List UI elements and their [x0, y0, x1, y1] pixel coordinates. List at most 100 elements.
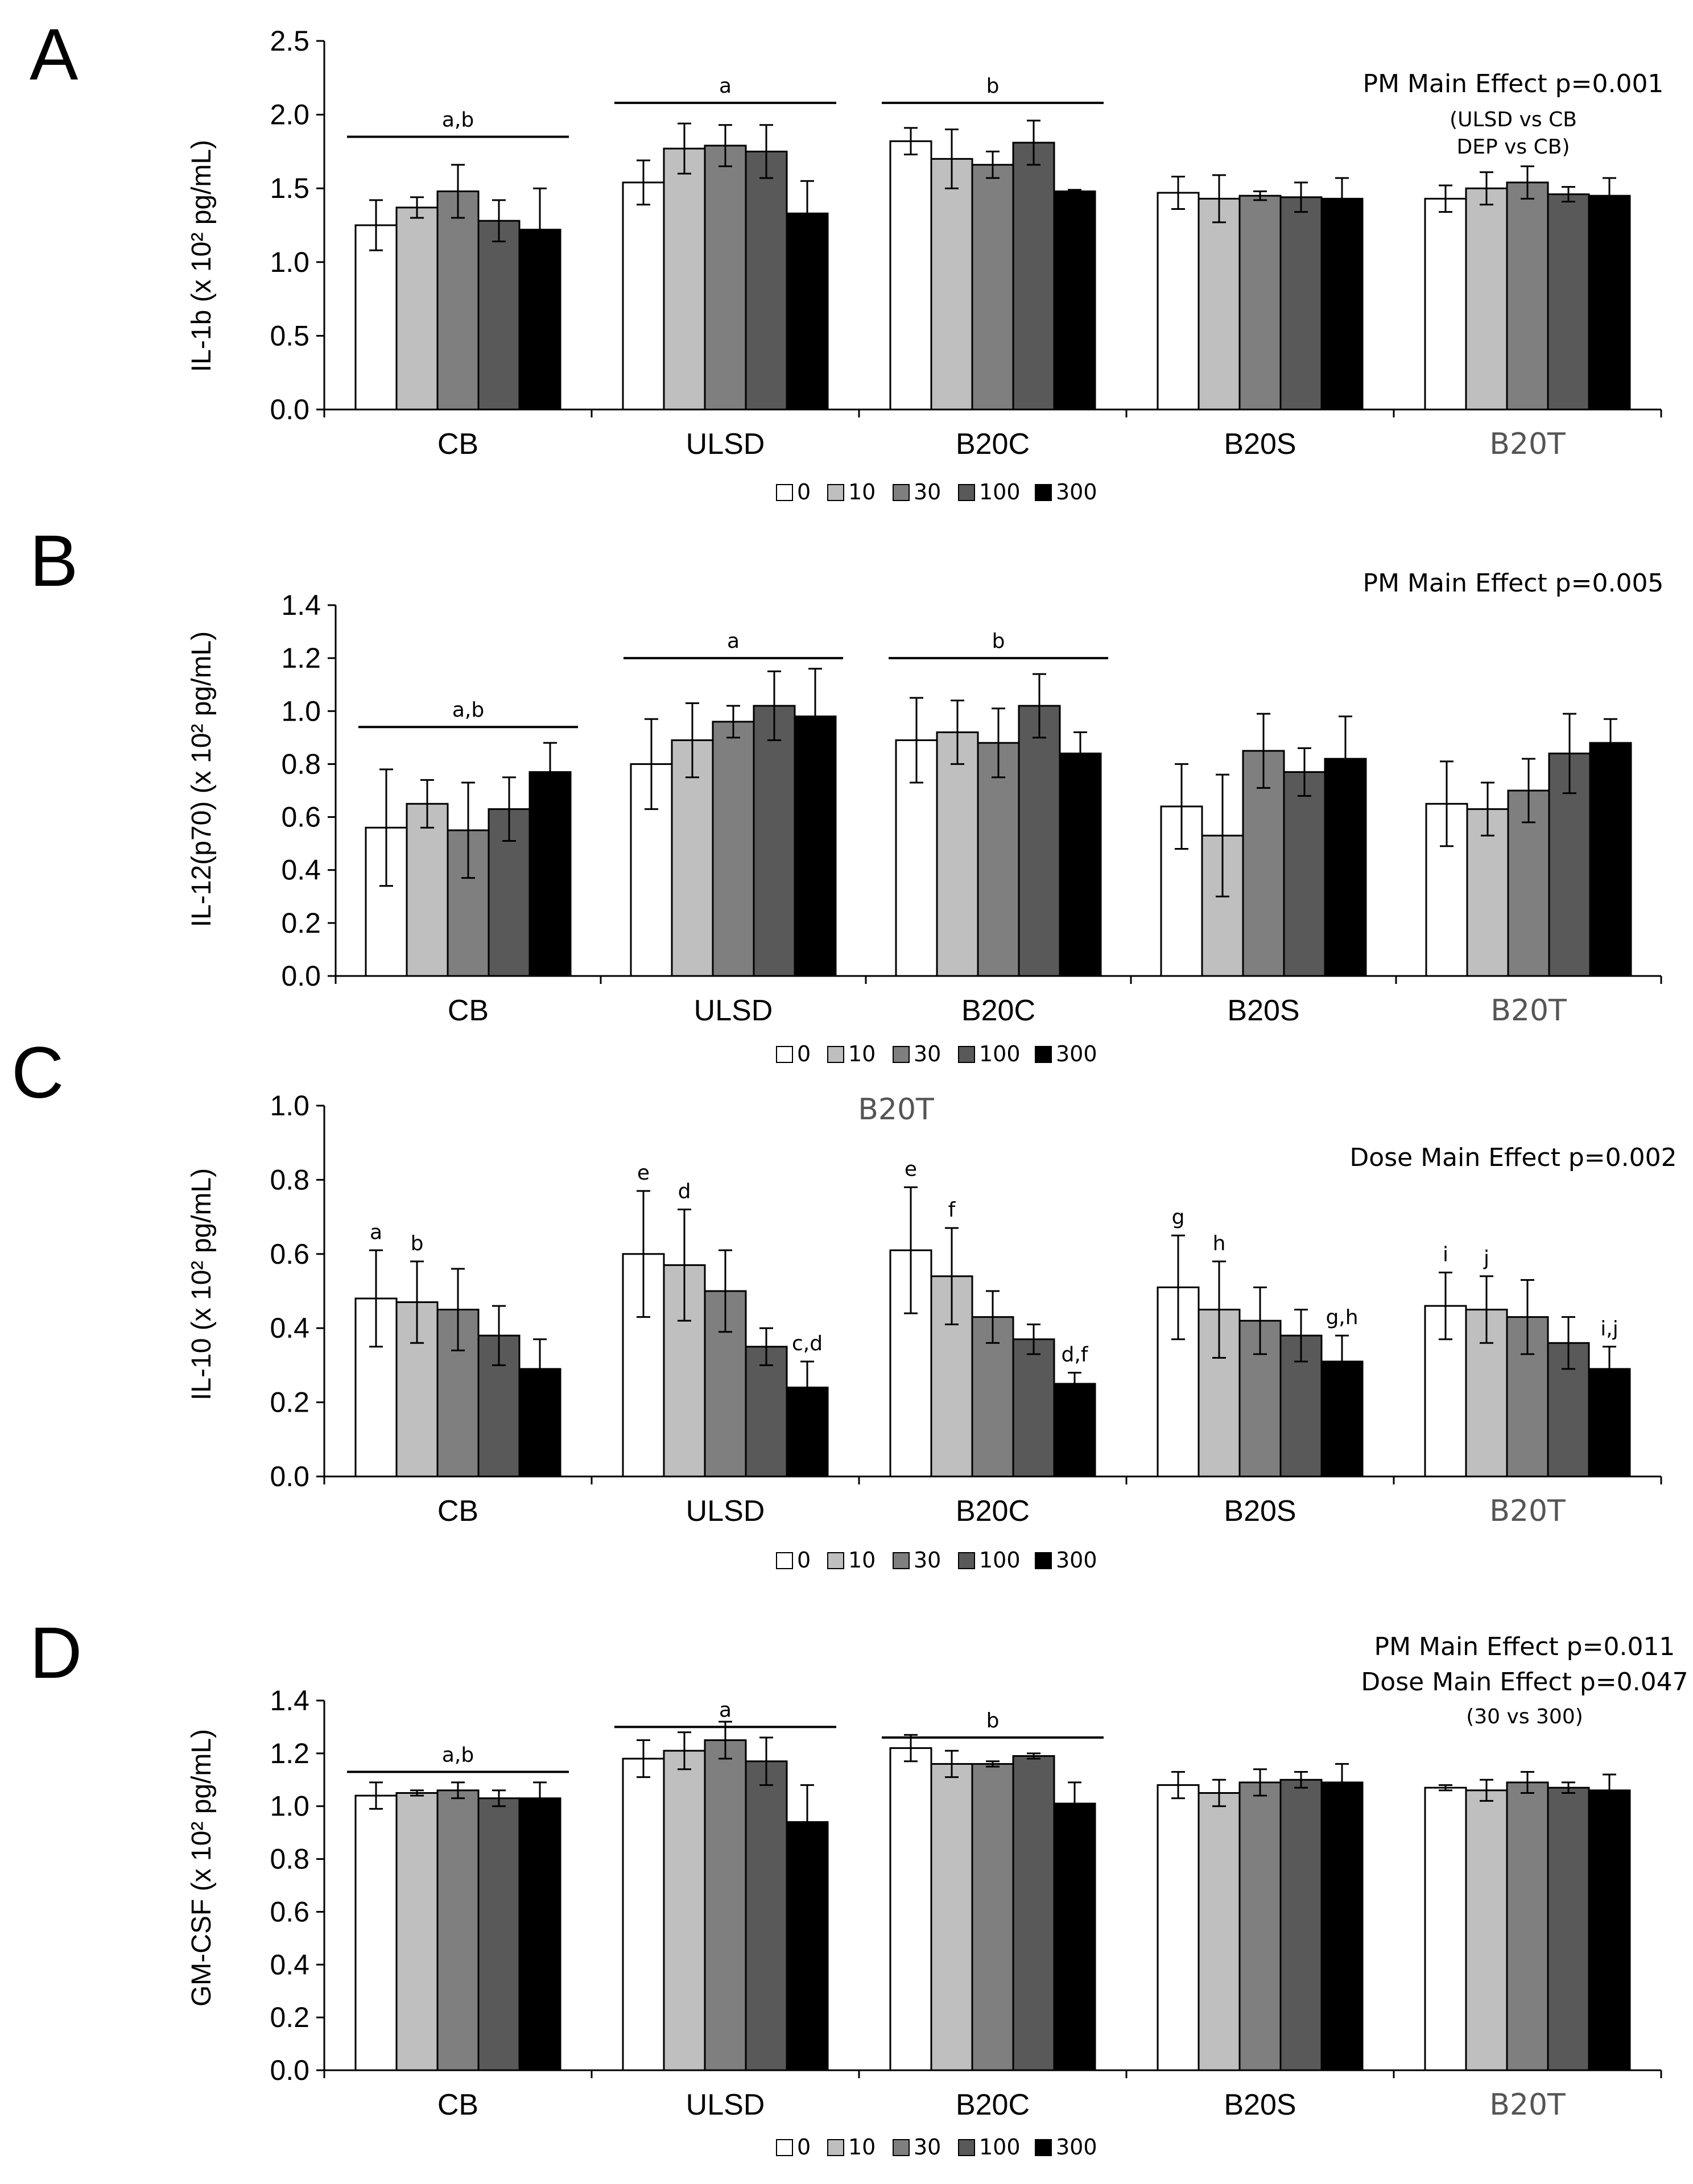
bar-cb-dose-100 — [477, 1797, 521, 2071]
significance-letter: e — [905, 1157, 917, 1181]
significance-letter: c,d — [792, 1332, 823, 1355]
legend-swatch-30 — [893, 2139, 910, 2156]
legend-swatch-0 — [776, 1552, 793, 1569]
legend-label-100: 100 — [979, 1548, 1021, 1573]
legend-swatch-300 — [1035, 1046, 1052, 1063]
panel-a: A IL-1b (x 10² pg/mL) PM Main Effect p=0… — [30, 14, 1663, 504]
legend-swatch-300 — [1035, 1552, 1052, 1569]
y-axis-label: IL-10 (x 10² pg/mL) — [187, 1168, 217, 1400]
significance-label: b — [992, 630, 1005, 653]
y-tick-label: 0.4 — [270, 1312, 309, 1344]
significance-letter: a — [370, 1221, 382, 1244]
stray-category-label: B20T — [858, 1093, 934, 1127]
y-tick-label: 1.0 — [270, 1090, 309, 1122]
significance-label: b — [986, 1709, 1000, 1732]
bar-b20s-dose-300 — [1320, 1360, 1364, 1478]
y-tick-label: 0.4 — [270, 1949, 309, 1980]
legend-swatch-30 — [893, 1046, 910, 1063]
significance-label: a — [719, 1698, 732, 1722]
legend-swatch-0 — [776, 1046, 793, 1063]
bar-b20t-dose-30 — [1506, 181, 1549, 411]
bar-ulsd-dose-10 — [663, 147, 706, 411]
bar-b20c-dose-300 — [1053, 1383, 1096, 1478]
legend-swatch-0 — [776, 484, 793, 501]
bar-ulsd-dose-10 — [663, 1749, 706, 2071]
bar-ulsd-dose-100 — [745, 1760, 788, 2071]
y-tick-label: 1.2 — [281, 642, 321, 674]
bar-b20s-dose-300 — [1320, 1781, 1364, 2071]
bar-cb-dose-10 — [395, 1792, 439, 2071]
y-tick-label: 1.0 — [270, 1790, 309, 1822]
significance-label: a,b — [452, 698, 484, 722]
bar-ulsd-dose-0 — [622, 181, 665, 411]
bar-b20c-dose-300 — [1053, 1802, 1096, 2071]
panel-b: B IL-12(p70) (x 10² pg/mL) PM Main Effec… — [30, 520, 1663, 1066]
annotation-contrast-1: (ULSD vs CB — [1450, 108, 1577, 131]
significance-letter: d — [678, 1180, 691, 1203]
bar-b20s-dose-0 — [1157, 192, 1200, 411]
x-tick-label-b20s: B20S — [1224, 428, 1296, 461]
x-tick-label-b20t: B20T — [1490, 994, 1567, 1028]
legend-swatch-30 — [893, 484, 910, 501]
y-tick-label: 0.8 — [270, 1843, 309, 1875]
x-tick-label-b20c: B20C — [956, 428, 1030, 461]
bar-b20t-dose-300 — [1589, 742, 1632, 977]
y-tick-label: 0.8 — [270, 1164, 309, 1196]
annotation-main-effect: PM Main Effect p=0.005 — [1363, 569, 1664, 598]
bar-b20s-dose-100 — [1279, 196, 1323, 411]
legend-label-300: 300 — [1056, 1548, 1097, 1573]
bar-b20s-dose-0 — [1157, 1784, 1200, 2071]
bar-b20s-dose-10 — [1198, 197, 1241, 411]
annotation-main-effect: PM Main Effect p=0.001 — [1363, 69, 1664, 98]
bar-b20s-dose-30 — [1238, 1781, 1282, 2071]
annotation-main-effect-2: Dose Main Effect p=0.047 — [1361, 1668, 1688, 1697]
bar-b20t-dose-100 — [1547, 1786, 1590, 2071]
y-tick-label: 0.0 — [270, 2054, 309, 2086]
bar-b20c-dose-300 — [1053, 190, 1096, 411]
significance-letter: j — [1483, 1247, 1489, 1270]
bar-b20c-dose-0 — [889, 1747, 932, 2071]
legend-label-100: 100 — [979, 1041, 1021, 1066]
legend-label-0: 0 — [797, 479, 811, 504]
bar-b20t-dose-100 — [1547, 193, 1590, 411]
y-axis-label: GM-CSF (x 10² pg/mL) — [187, 1729, 217, 2007]
legend-label-30: 30 — [914, 1548, 941, 1573]
y-tick-label: 0.2 — [281, 907, 321, 939]
y-tick-label: 0.0 — [270, 1461, 309, 1492]
annotation-contrast-2: DEP vs CB) — [1456, 135, 1570, 159]
bar-ulsd-dose-100 — [745, 1346, 788, 1478]
legend-label-30: 30 — [914, 1041, 941, 1066]
legend-swatch-10 — [827, 1046, 844, 1063]
legend-swatch-100 — [958, 1046, 975, 1063]
bar-ulsd-dose-30 — [704, 1739, 747, 2071]
x-tick-label-b20s: B20S — [1224, 1495, 1296, 1528]
bar-b20t-dose-30 — [1506, 1781, 1549, 2071]
y-tick-label: 1.5 — [270, 172, 309, 204]
bar-cb-dose-10 — [406, 803, 449, 977]
significance-letter: g — [1172, 1206, 1185, 1229]
bar-b20c-dose-30 — [971, 164, 1014, 411]
annotation-contrast: (30 vs 300) — [1466, 1705, 1583, 1728]
x-tick-label-ulsd: ULSD — [686, 428, 765, 461]
bar-b20s-dose-100 — [1283, 771, 1326, 977]
legend-label-300: 300 — [1056, 1041, 1097, 1066]
legend-label-10: 10 — [848, 2135, 876, 2160]
y-tick-label: 2.5 — [270, 25, 309, 57]
y-tick-label: 1.2 — [270, 1738, 309, 1769]
x-tick-label-b20c: B20C — [961, 994, 1035, 1027]
legend-swatch-100 — [958, 2139, 975, 2156]
bar-ulsd-dose-30 — [712, 721, 755, 977]
panel-c: C IL-10 (x 10² pg/mL) Dose Main Effect p… — [11, 1032, 1677, 1573]
x-tick-label-ulsd: ULSD — [686, 1495, 765, 1528]
significance-letter: i — [1443, 1243, 1448, 1266]
significance-letter: b — [411, 1232, 424, 1255]
significance-label: b — [986, 75, 1000, 98]
annotation-main-effect-1: PM Main Effect p=0.011 — [1374, 1632, 1675, 1661]
y-tick-label: 1.4 — [270, 1685, 309, 1716]
x-tick-label-b20s: B20S — [1227, 994, 1299, 1027]
legend-swatch-30 — [893, 1552, 910, 1569]
legend-label-300: 300 — [1056, 479, 1097, 504]
y-tick-label: 0.0 — [270, 394, 309, 425]
y-axis-label: IL-12(p70) (x 10² pg/mL) — [187, 631, 217, 927]
